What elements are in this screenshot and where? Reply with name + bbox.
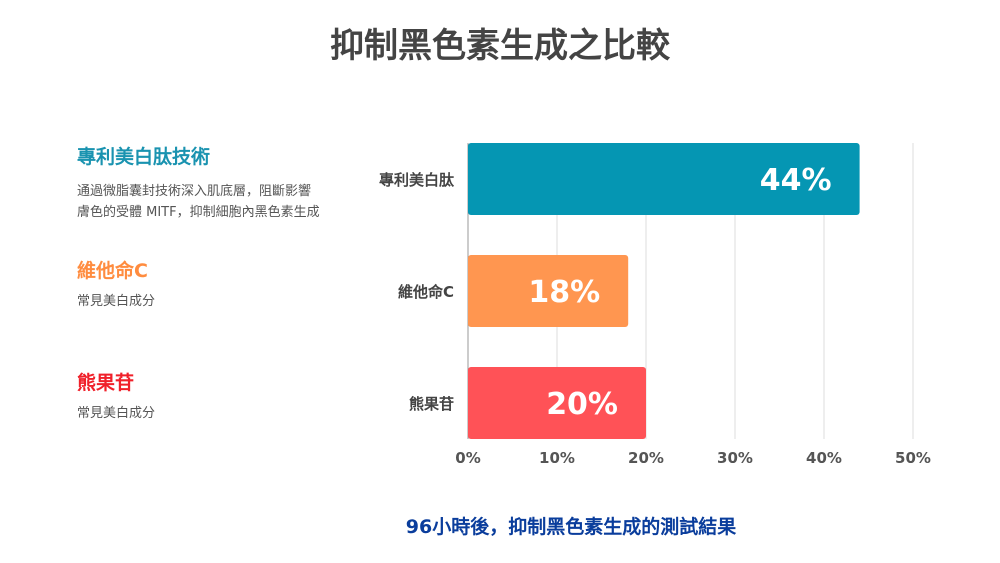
legend-title: 維他命C [77,260,148,282]
x-tick-label: 30% [717,449,753,467]
legend-title: 專利美白肽技術 [77,146,211,168]
bar [468,367,646,439]
x-tick-label: 10% [539,449,575,467]
legend-title: 熊果苷 [77,372,135,394]
bar [468,255,629,327]
x-tick-label: 20% [628,449,664,467]
x-tick-label: 0% [455,449,480,467]
page-title: 抑制黑色素生成之比較 [330,26,670,66]
bar-value-label: 18% [528,275,600,310]
legend-desc-line: 通過微脂囊封技術深入肌底層，阻斷影響 [77,184,312,199]
legend-item-arbutin: 熊果苷 常見美白成分 [77,368,155,424]
legend-item-vitc: 維他命C 常見美白成分 [77,256,155,312]
legend-desc: 常見美白成分 [77,406,156,421]
bar-value-label: 20% [546,387,618,422]
legend-desc: 常見美白成分 [77,294,156,309]
category-label: 專利美白肽 [379,171,455,189]
legend-desc: 通過微脂囊封技術深入肌底層，阻斷影響 膚色的受體 MITF，抑制細胞內黑色素生成 [77,181,320,223]
x-tick-label: 40% [806,449,842,467]
x-tick-label: 50% [895,449,931,467]
chart-subtitle: 96小時後，抑制黑色素生成的測試結果 [405,516,737,538]
bar [468,143,860,215]
legend-item-peptide: 專利美白肽技術 通過微脂囊封技術深入肌底層，阻斷影響 膚色的受體 MITF，抑制細… [77,142,320,223]
category-label: 維他命C [398,283,454,301]
legend-desc-line: 膚色的受體 MITF，抑制細胞內黑色素生成 [77,205,320,220]
category-label: 熊果苷 [409,395,454,413]
bar-value-label: 44% [760,163,832,198]
